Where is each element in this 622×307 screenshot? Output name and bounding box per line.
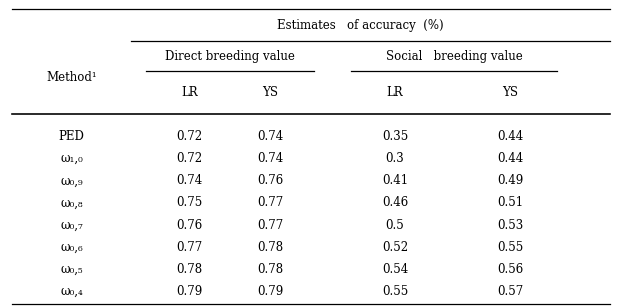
- Text: 0.78: 0.78: [258, 241, 284, 254]
- Text: 0.54: 0.54: [382, 263, 408, 276]
- Text: 0.74: 0.74: [258, 130, 284, 143]
- Text: 0.79: 0.79: [258, 285, 284, 298]
- Text: 0.55: 0.55: [382, 285, 408, 298]
- Text: 0.78: 0.78: [258, 263, 284, 276]
- Text: 0.77: 0.77: [177, 241, 203, 254]
- Text: 0.77: 0.77: [258, 196, 284, 209]
- Text: ω₁,₀: ω₁,₀: [60, 152, 83, 165]
- Text: 0.52: 0.52: [382, 241, 408, 254]
- Text: ω₀,₆: ω₀,₆: [60, 241, 83, 254]
- Text: 0.77: 0.77: [258, 219, 284, 231]
- Text: LR: LR: [387, 86, 403, 99]
- Text: 0.46: 0.46: [382, 196, 408, 209]
- Text: 0.53: 0.53: [497, 219, 523, 231]
- Text: 0.44: 0.44: [497, 152, 523, 165]
- Text: Estimates   of accuracy  (%): Estimates of accuracy (%): [277, 19, 444, 32]
- Text: 0.51: 0.51: [497, 196, 523, 209]
- Text: 0.72: 0.72: [177, 130, 203, 143]
- Text: LR: LR: [182, 86, 198, 99]
- Text: YS: YS: [262, 86, 279, 99]
- Text: ω₀,₈: ω₀,₈: [60, 196, 83, 209]
- Text: YS: YS: [502, 86, 518, 99]
- Text: 0.76: 0.76: [258, 174, 284, 187]
- Text: 0.57: 0.57: [497, 285, 523, 298]
- Text: 0.74: 0.74: [177, 174, 203, 187]
- Text: 0.44: 0.44: [497, 130, 523, 143]
- Text: 0.5: 0.5: [386, 219, 404, 231]
- Text: 0.79: 0.79: [177, 285, 203, 298]
- Text: ω₀,₄: ω₀,₄: [60, 285, 83, 298]
- Text: Social   breeding value: Social breeding value: [386, 49, 522, 63]
- Text: ω₀,₉: ω₀,₉: [60, 174, 83, 187]
- Text: 0.56: 0.56: [497, 263, 523, 276]
- Text: 0.3: 0.3: [386, 152, 404, 165]
- Text: 0.72: 0.72: [177, 152, 203, 165]
- Text: 0.76: 0.76: [177, 219, 203, 231]
- Text: 0.78: 0.78: [177, 263, 203, 276]
- Text: 0.35: 0.35: [382, 130, 408, 143]
- Text: ω₀,₅: ω₀,₅: [60, 263, 83, 276]
- Text: PED: PED: [58, 130, 85, 143]
- Text: 0.75: 0.75: [177, 196, 203, 209]
- Text: 0.41: 0.41: [382, 174, 408, 187]
- Text: 0.74: 0.74: [258, 152, 284, 165]
- Text: Method¹: Method¹: [46, 71, 97, 84]
- Text: 0.55: 0.55: [497, 241, 523, 254]
- Text: ω₀,₇: ω₀,₇: [60, 219, 83, 231]
- Text: Direct breeding value: Direct breeding value: [165, 49, 295, 63]
- Text: 0.49: 0.49: [497, 174, 523, 187]
